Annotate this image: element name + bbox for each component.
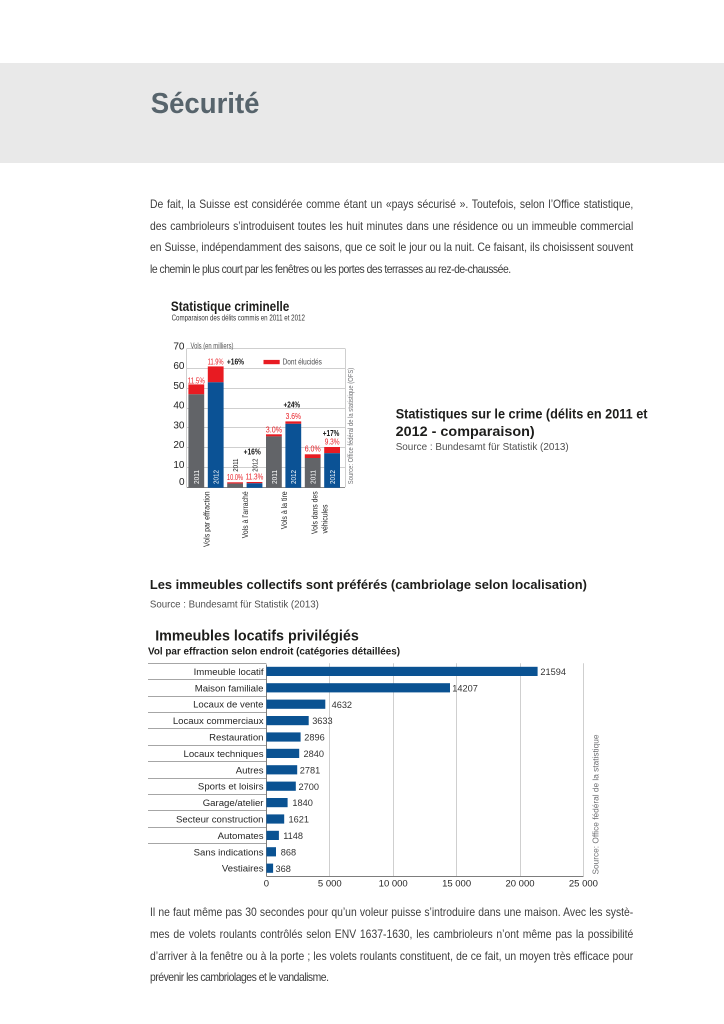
svg-text:3633: 3633 xyxy=(312,716,332,726)
svg-text:11.5%: 11.5% xyxy=(188,377,205,386)
svg-text:Statistiques sur le crime (dél: Statistiques sur le crime (délits en 201… xyxy=(396,405,648,421)
svg-text:2011: 2011 xyxy=(309,470,318,484)
svg-text:Sans indications: Sans indications xyxy=(194,847,264,858)
svg-text:3.0%: 3.0% xyxy=(266,426,282,435)
svg-text:2896: 2896 xyxy=(304,733,324,743)
svg-text:0: 0 xyxy=(179,477,185,488)
svg-text:Source: Office fédéral de la s: Source: Office fédéral de la statistique xyxy=(592,735,601,875)
svg-text:Vols dans des: Vols dans des xyxy=(310,491,320,534)
svg-text:1621: 1621 xyxy=(289,815,309,825)
svg-text:Source : Bundesamt für Statist: Source : Bundesamt für Statistik (2013) xyxy=(150,598,319,610)
svg-text:6.0%: 6.0% xyxy=(305,444,321,453)
svg-text:868: 868 xyxy=(281,847,296,857)
svg-text:Automates: Automates xyxy=(218,831,264,842)
svg-text:21594: 21594 xyxy=(540,667,566,677)
svg-text:Restauration: Restauration xyxy=(209,733,263,744)
svg-text:14207: 14207 xyxy=(452,683,478,693)
svg-text:15 000: 15 000 xyxy=(442,878,471,889)
svg-text:Vestiaires: Vestiaires xyxy=(222,864,264,875)
svg-text:20 000: 20 000 xyxy=(505,878,534,889)
svg-text:Maison familiale: Maison familiale xyxy=(195,683,264,694)
svg-text:2840: 2840 xyxy=(304,749,324,759)
svg-text:1148: 1148 xyxy=(283,831,303,841)
svg-text:+24%: +24% xyxy=(284,400,301,409)
svg-text:Vols à l’arraché: Vols à l’arraché xyxy=(240,491,250,538)
svg-text:2012 - comparaison): 2012 - comparaison) xyxy=(396,423,535,439)
svg-text:5 000: 5 000 xyxy=(318,878,342,889)
svg-text:Statistique criminelle: Statistique criminelle xyxy=(171,298,290,314)
svg-text:+16%: +16% xyxy=(227,357,245,366)
svg-text:2012: 2012 xyxy=(289,470,298,484)
svg-text:Sécurité: Sécurité xyxy=(151,88,260,120)
svg-text:+16%: +16% xyxy=(244,447,262,456)
svg-text:30: 30 xyxy=(173,420,185,431)
svg-text:368: 368 xyxy=(276,864,291,874)
svg-text:4632: 4632 xyxy=(332,700,352,710)
svg-text:Vols (en milliers): Vols (en milliers) xyxy=(191,341,234,351)
svg-text:Dont élucidés: Dont élucidés xyxy=(283,358,322,367)
svg-text:Locaux techniques: Locaux techniques xyxy=(183,749,263,760)
svg-text:40: 40 xyxy=(173,401,185,412)
svg-text:Source: Office fédéral de la s: Source: Office fédéral de la statistique… xyxy=(348,368,355,484)
svg-text:véhicules: véhicules xyxy=(320,505,330,534)
svg-text:2781: 2781 xyxy=(300,765,320,775)
svg-text:10: 10 xyxy=(173,460,185,471)
svg-text:2012: 2012 xyxy=(328,470,337,484)
svg-text:2012: 2012 xyxy=(212,470,221,484)
svg-text:10.0%: 10.0% xyxy=(227,473,243,482)
svg-text:+17%: +17% xyxy=(323,429,340,438)
svg-text:Locaux commerciaux: Locaux commerciaux xyxy=(173,716,264,727)
svg-text:Autres: Autres xyxy=(236,765,264,776)
svg-text:60: 60 xyxy=(173,361,185,372)
svg-text:2011: 2011 xyxy=(192,470,201,484)
svg-text:25 000: 25 000 xyxy=(569,878,598,889)
svg-text:Vol par effraction selon endro: Vol par effraction selon endroit (catégo… xyxy=(148,646,400,657)
svg-text:Immeuble locatif: Immeuble locatif xyxy=(194,667,264,678)
svg-text:10 000: 10 000 xyxy=(379,878,408,889)
svg-text:11.3%: 11.3% xyxy=(246,472,264,481)
svg-text:Source : Bundesamt für Statist: Source : Bundesamt für Statistik (2013) xyxy=(396,441,569,453)
svg-text:Vols par effraction: Vols par effraction xyxy=(201,491,211,547)
svg-text:2011: 2011 xyxy=(270,470,279,484)
svg-text:Immeubles locatifs privilégiés: Immeubles locatifs privilégiés xyxy=(155,628,359,644)
svg-text:Vols à la tire: Vols à la tire xyxy=(279,491,289,529)
svg-text:9.3%: 9.3% xyxy=(325,438,340,447)
svg-text:70: 70 xyxy=(173,341,185,352)
svg-text:1840: 1840 xyxy=(292,798,312,808)
svg-text:20: 20 xyxy=(173,440,185,451)
svg-text:Secteur construction: Secteur construction xyxy=(176,815,263,826)
svg-text:3.6%: 3.6% xyxy=(286,412,301,421)
svg-text:50: 50 xyxy=(173,381,185,392)
svg-text:2700: 2700 xyxy=(299,782,319,792)
svg-text:0: 0 xyxy=(264,878,269,889)
svg-text:2012: 2012 xyxy=(250,459,259,472)
svg-text:Sports et loisirs: Sports et loisirs xyxy=(198,782,264,793)
svg-text:2011: 2011 xyxy=(231,459,240,472)
svg-text:Comparaison des délits commis: Comparaison des délits commis en 2011 et… xyxy=(172,313,305,323)
svg-text:Garage/atelier: Garage/atelier xyxy=(203,798,265,809)
svg-text:11.9%: 11.9% xyxy=(208,357,224,366)
svg-text:Locaux de vente: Locaux de vente xyxy=(193,700,263,711)
svg-text:Les immeubles collectifs sont: Les immeubles collectifs sont préférés (… xyxy=(150,577,587,592)
